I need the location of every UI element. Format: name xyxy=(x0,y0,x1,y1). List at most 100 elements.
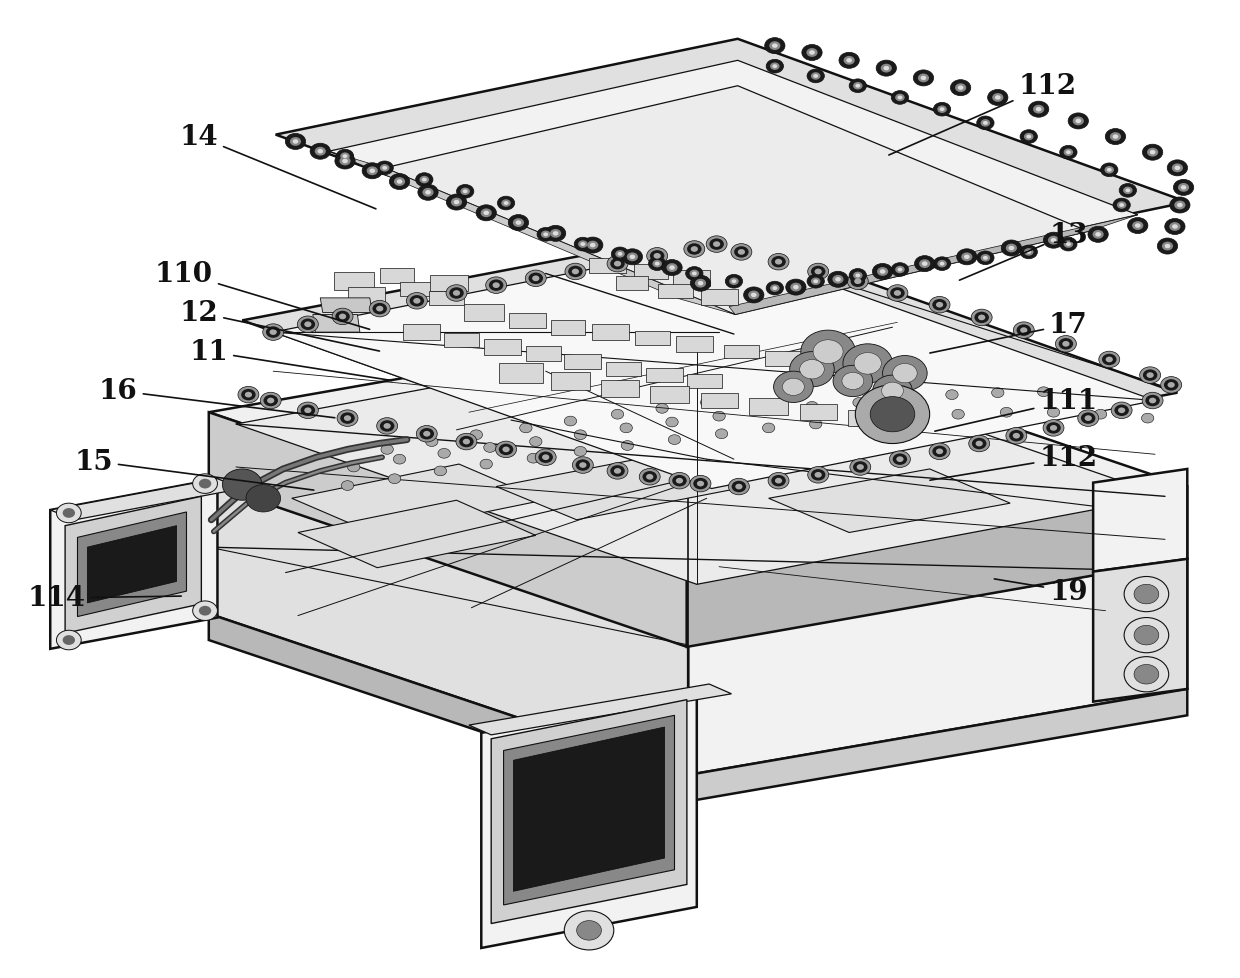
Circle shape xyxy=(492,283,500,289)
Circle shape xyxy=(1162,243,1173,251)
Circle shape xyxy=(1028,102,1049,118)
Bar xyxy=(591,325,629,340)
Circle shape xyxy=(463,190,467,194)
Circle shape xyxy=(732,280,737,284)
Circle shape xyxy=(1087,227,1109,244)
Circle shape xyxy=(575,460,590,471)
Circle shape xyxy=(890,288,905,299)
Circle shape xyxy=(813,75,818,79)
Circle shape xyxy=(692,272,697,276)
Circle shape xyxy=(981,120,991,127)
Circle shape xyxy=(937,260,947,268)
Circle shape xyxy=(934,104,951,117)
Circle shape xyxy=(480,460,492,469)
Circle shape xyxy=(449,288,464,299)
Polygon shape xyxy=(298,501,536,568)
Circle shape xyxy=(1068,113,1089,130)
Bar xyxy=(658,285,693,299)
Circle shape xyxy=(370,169,376,174)
Circle shape xyxy=(895,266,905,274)
Circle shape xyxy=(849,460,870,475)
Circle shape xyxy=(849,269,867,283)
Circle shape xyxy=(892,92,909,106)
Circle shape xyxy=(929,444,950,460)
Circle shape xyxy=(1047,422,1060,434)
Circle shape xyxy=(811,469,826,481)
Polygon shape xyxy=(77,512,186,617)
Circle shape xyxy=(1059,338,1073,350)
Circle shape xyxy=(1174,201,1185,210)
Circle shape xyxy=(238,387,259,404)
Circle shape xyxy=(771,475,786,487)
Circle shape xyxy=(1060,146,1078,159)
Circle shape xyxy=(977,251,994,265)
Circle shape xyxy=(198,479,211,489)
Circle shape xyxy=(689,476,711,492)
Circle shape xyxy=(579,463,587,468)
Polygon shape xyxy=(51,479,217,649)
Circle shape xyxy=(425,437,438,447)
Circle shape xyxy=(709,240,724,250)
Circle shape xyxy=(614,261,621,267)
Polygon shape xyxy=(208,484,688,776)
Polygon shape xyxy=(66,497,201,634)
Circle shape xyxy=(701,398,713,408)
Circle shape xyxy=(773,66,777,69)
Circle shape xyxy=(815,269,822,275)
Circle shape xyxy=(63,636,74,645)
Circle shape xyxy=(801,331,856,374)
Polygon shape xyxy=(273,244,1156,489)
Circle shape xyxy=(1120,203,1125,207)
Circle shape xyxy=(976,441,983,447)
Circle shape xyxy=(1135,224,1141,229)
Circle shape xyxy=(689,270,699,278)
Polygon shape xyxy=(481,692,697,948)
Circle shape xyxy=(1142,414,1154,423)
Circle shape xyxy=(1107,169,1112,172)
Polygon shape xyxy=(329,152,735,315)
Circle shape xyxy=(919,260,930,269)
Bar xyxy=(484,339,521,355)
Circle shape xyxy=(683,242,704,258)
Circle shape xyxy=(1147,373,1153,378)
Circle shape xyxy=(666,418,678,427)
Circle shape xyxy=(446,286,467,302)
Circle shape xyxy=(1106,357,1112,363)
Bar xyxy=(673,271,711,287)
Circle shape xyxy=(810,51,815,56)
Circle shape xyxy=(1092,231,1104,240)
Circle shape xyxy=(668,435,681,445)
Circle shape xyxy=(766,282,784,295)
Circle shape xyxy=(647,248,667,265)
Circle shape xyxy=(957,86,963,91)
Circle shape xyxy=(1050,425,1058,431)
Text: 12: 12 xyxy=(180,299,379,352)
Circle shape xyxy=(769,42,780,51)
Bar xyxy=(508,313,546,329)
Circle shape xyxy=(676,478,683,484)
Circle shape xyxy=(300,319,315,331)
Circle shape xyxy=(394,178,405,187)
Circle shape xyxy=(1043,421,1064,437)
Circle shape xyxy=(992,94,1003,103)
Circle shape xyxy=(337,411,358,427)
Circle shape xyxy=(526,271,547,288)
Circle shape xyxy=(853,398,866,408)
Circle shape xyxy=(574,238,591,251)
Text: 14: 14 xyxy=(180,124,376,209)
Circle shape xyxy=(853,83,863,90)
Circle shape xyxy=(263,395,278,407)
Circle shape xyxy=(807,70,825,84)
Circle shape xyxy=(1164,244,1171,249)
Circle shape xyxy=(854,353,882,375)
Circle shape xyxy=(370,301,391,318)
Circle shape xyxy=(536,450,557,466)
Circle shape xyxy=(339,314,346,320)
Circle shape xyxy=(992,388,1004,398)
Circle shape xyxy=(937,107,947,113)
Circle shape xyxy=(413,298,420,304)
Circle shape xyxy=(828,272,848,288)
Circle shape xyxy=(887,286,908,302)
Text: 19: 19 xyxy=(994,578,1087,605)
Circle shape xyxy=(397,180,402,185)
